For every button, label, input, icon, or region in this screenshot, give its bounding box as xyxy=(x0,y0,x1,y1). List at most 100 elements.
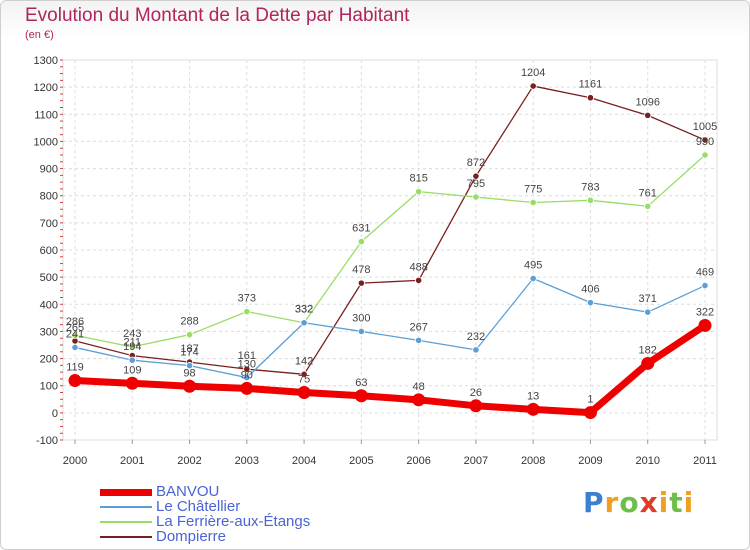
data-label: 119 xyxy=(66,362,84,374)
legend-label-banvou: BANVOU xyxy=(156,483,220,500)
data-point xyxy=(185,362,194,370)
data-point xyxy=(641,356,655,370)
data-label: 1204 xyxy=(521,67,545,79)
data-label: 1096 xyxy=(635,96,659,108)
data-label: 211 xyxy=(123,337,141,349)
data-label: 241 xyxy=(66,328,84,340)
data-point xyxy=(71,331,79,339)
data-point xyxy=(472,346,480,354)
data-label: 194 xyxy=(123,341,141,353)
y-tick-label: 500 xyxy=(40,272,58,284)
y-tick-label: 200 xyxy=(40,354,58,366)
x-tick-label: 2000 xyxy=(63,455,87,467)
data-point xyxy=(357,237,365,246)
data-point xyxy=(644,111,652,119)
series-line-1 xyxy=(74,277,706,379)
data-label: 406 xyxy=(581,284,599,296)
data-label: 130 xyxy=(238,359,256,371)
data-label: 75 xyxy=(298,374,310,386)
chart-title: Evolution du Montant de la Dette par Hab… xyxy=(25,5,410,26)
brand-logo: Proxiti xyxy=(583,486,695,519)
data-label: 775 xyxy=(524,184,542,196)
data-label: 63 xyxy=(355,377,367,389)
series-line-0 xyxy=(71,321,709,417)
data-label: 950 xyxy=(696,136,714,148)
x-tick-label: 2007 xyxy=(464,455,488,467)
data-point xyxy=(415,336,423,344)
data-label: 232 xyxy=(467,331,485,343)
unit-label: (en €) xyxy=(25,29,54,41)
data-point xyxy=(586,299,595,307)
legend-item-le-chatellier: Le Châtellier xyxy=(100,499,360,514)
data-point xyxy=(698,318,712,332)
data-point xyxy=(469,399,483,413)
y-tick-label: 300 xyxy=(40,326,58,338)
data-point xyxy=(586,94,595,102)
y-tick-label: 700 xyxy=(40,218,58,230)
y-tick-label: 100 xyxy=(40,381,58,393)
data-label: 322 xyxy=(696,306,714,318)
x-tick-label: 2008 xyxy=(521,455,545,467)
data-label: 142 xyxy=(295,355,313,367)
data-point xyxy=(128,343,136,351)
data-label: 1161 xyxy=(579,79,603,91)
data-point xyxy=(701,151,709,159)
x-tick-label: 2001 xyxy=(120,455,144,467)
y-tick-label: 1100 xyxy=(34,109,58,121)
legend-label-dompierre: Dompierre xyxy=(156,528,227,545)
data-point xyxy=(529,82,537,90)
data-point xyxy=(529,198,537,207)
data-point xyxy=(243,373,251,382)
data-label: 631 xyxy=(352,223,370,235)
data-label: 469 xyxy=(696,267,714,279)
data-point xyxy=(300,319,308,327)
data-point xyxy=(243,308,251,316)
data-point xyxy=(472,172,480,180)
data-label: 371 xyxy=(639,293,657,305)
data-point xyxy=(529,274,537,283)
data-label: 174 xyxy=(180,347,198,359)
y-tick-label: 1300 xyxy=(34,55,58,67)
x-tick-label: 2003 xyxy=(235,455,259,467)
data-point xyxy=(357,327,365,336)
data-point xyxy=(412,393,426,407)
data-label: 286 xyxy=(66,316,84,328)
data-point xyxy=(586,196,595,204)
data-point xyxy=(128,356,136,364)
data-point xyxy=(415,276,423,284)
data-label: 187 xyxy=(180,343,198,355)
y-tick-label: 1000 xyxy=(34,136,58,148)
data-label: 288 xyxy=(180,316,198,328)
legend: BANVOU Le Châtellier La Ferrière-aux-Éta… xyxy=(100,484,360,544)
x-tick-label: 2006 xyxy=(406,455,430,467)
data-point xyxy=(644,202,652,210)
data-point xyxy=(185,331,194,339)
series-line-2 xyxy=(74,154,706,348)
data-label: 182 xyxy=(639,344,657,356)
series-line-3 xyxy=(74,85,706,375)
data-label: 332 xyxy=(295,304,313,316)
data-point xyxy=(68,374,82,388)
data-label: 815 xyxy=(409,173,427,185)
data-label: 1 xyxy=(587,394,593,406)
y-tick-label: 400 xyxy=(40,299,58,311)
data-label: 373 xyxy=(238,293,256,305)
data-point xyxy=(300,370,308,378)
data-label: 265 xyxy=(66,322,84,334)
legend-swatch-dompierre xyxy=(100,536,152,538)
data-label: 267 xyxy=(409,321,427,333)
x-tick-label: 2002 xyxy=(177,455,201,467)
data-point xyxy=(415,188,423,196)
data-label: 161 xyxy=(238,350,256,362)
x-tick-label: 2011 xyxy=(693,455,717,467)
data-point xyxy=(357,279,365,287)
data-point xyxy=(243,365,251,373)
data-point xyxy=(644,308,652,316)
data-label: 872 xyxy=(467,157,485,169)
data-label: 478 xyxy=(352,264,370,276)
data-point xyxy=(125,376,139,390)
data-point xyxy=(183,379,197,393)
y-tick-label: 0 xyxy=(52,408,58,420)
data-point xyxy=(297,386,311,399)
